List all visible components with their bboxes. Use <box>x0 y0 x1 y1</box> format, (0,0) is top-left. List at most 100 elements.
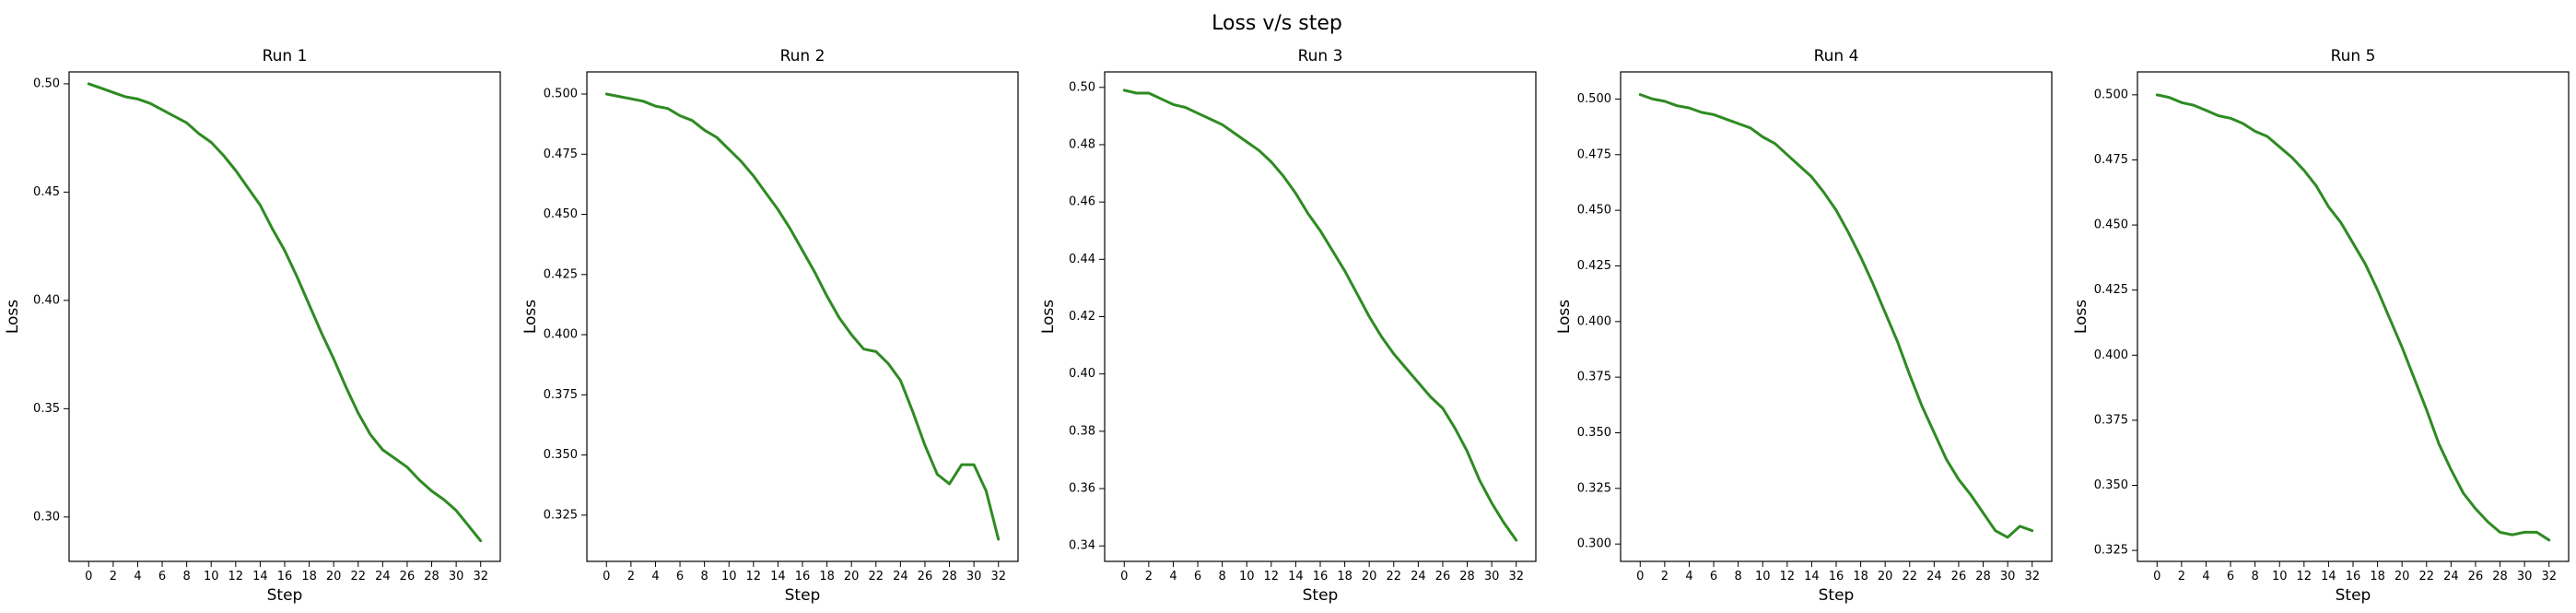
x-tick-label: 4 <box>1169 570 1177 584</box>
x-tick-label: 30 <box>2000 570 2016 584</box>
x-tick-label: 8 <box>700 570 708 584</box>
x-tick-label: 20 <box>326 570 342 584</box>
x-axis-label: Step <box>267 586 303 605</box>
x-axis-label: Step <box>2336 586 2371 605</box>
y-axis-label: Loss <box>4 300 22 334</box>
x-tick-label: 30 <box>449 570 464 584</box>
x-tick-label: 32 <box>990 570 1006 584</box>
x-tick-label: 18 <box>819 570 835 584</box>
y-tick-label: 0.350 <box>1577 426 1611 440</box>
x-tick-label: 14 <box>1288 570 1304 584</box>
x-tick-label: 16 <box>2346 570 2361 584</box>
y-tick-label: 0.475 <box>2094 153 2128 167</box>
y-tick-label: 0.45 <box>33 185 60 199</box>
y-tick-label: 0.350 <box>544 448 578 462</box>
x-tick-label: 32 <box>2024 570 2040 584</box>
x-tick-label: 6 <box>2227 570 2234 584</box>
x-tick-label: 18 <box>301 570 317 584</box>
x-tick-label: 18 <box>2370 570 2385 584</box>
x-axis-label: Step <box>1819 586 1855 605</box>
x-tick-label: 6 <box>1194 570 1201 584</box>
x-tick-label: 6 <box>676 570 684 584</box>
plot-frame <box>1620 71 2053 562</box>
y-tick-label: 0.400 <box>2094 348 2128 362</box>
x-tick-label: 20 <box>844 570 860 584</box>
loss-series-line <box>604 92 1001 541</box>
y-tick-label: 0.38 <box>1069 424 1095 438</box>
y-tick-label: 0.40 <box>1069 367 1095 381</box>
x-tick-label: 0 <box>1120 570 1128 584</box>
x-tick-label: 12 <box>2297 570 2313 584</box>
y-tick-label: 0.48 <box>1069 137 1095 151</box>
x-tick-label: 14 <box>1804 570 1820 584</box>
subplot-run-5: Run 50 2 4 6 8 10 12 14 16 18 20 22 24 26 28 30 320.3250… <box>2072 47 2570 605</box>
x-tick-label: 12 <box>228 570 244 584</box>
subplot-title: Run 2 <box>780 47 825 65</box>
x-tick-label: 16 <box>795 570 811 584</box>
x-tick-label: 2 <box>1661 570 1669 584</box>
plot-frame <box>2137 71 2570 562</box>
x-tick-label: 26 <box>400 570 416 584</box>
subplot-title: Run 3 <box>1298 47 1343 65</box>
x-tick-label: 32 <box>473 570 488 584</box>
y-tick-label: 0.375 <box>2094 413 2128 427</box>
y-tick-label: 0.34 <box>1069 539 1095 553</box>
y-tick-label: 0.400 <box>1577 314 1611 328</box>
y-tick-label: 0.475 <box>1577 147 1611 161</box>
y-tick-label: 0.35 <box>33 402 60 416</box>
y-tick-label: 0.50 <box>33 77 60 90</box>
x-tick-label: 14 <box>770 570 786 584</box>
x-tick-label: 2 <box>110 570 117 584</box>
y-tick-label: 0.500 <box>2094 88 2128 101</box>
x-tick-label: 24 <box>375 570 391 584</box>
x-tick-label: 22 <box>1386 570 1401 584</box>
x-tick-label: 2 <box>627 570 635 584</box>
x-tick-label: 4 <box>2202 570 2209 584</box>
x-tick-label: 10 <box>204 570 219 584</box>
y-tick-label: 0.425 <box>544 267 578 281</box>
y-tick-label: 0.40 <box>33 293 60 307</box>
x-tick-label: 8 <box>1218 570 1225 584</box>
subplot-run-1: Run 10 2 4 6 8 10 12 14 16 18 20 22 24 26 28 30 320.300.… <box>4 47 501 605</box>
y-tick-label: 0.36 <box>1069 482 1095 496</box>
y-tick-label: 0.325 <box>2094 544 2128 558</box>
x-tick-label: 0 <box>603 570 610 584</box>
loss-series-line <box>2155 93 2551 542</box>
loss-series-line <box>1638 93 2034 539</box>
x-tick-label: 22 <box>350 570 366 584</box>
loss-series-line <box>1122 88 1518 542</box>
x-tick-label: 20 <box>1878 570 1893 584</box>
subplot-title: Run 4 <box>1814 47 1859 65</box>
y-axis-label: Loss <box>521 300 540 334</box>
y-tick-label: 0.44 <box>1069 253 1095 266</box>
x-tick-label: 14 <box>252 570 268 584</box>
subplot-run-3: Run 30 2 4 6 8 10 12 14 16 18 20 22 24 26 28 30 320.340.… <box>1039 47 1537 605</box>
x-tick-label: 10 <box>1755 570 1771 584</box>
loss-series-line <box>87 82 483 543</box>
x-tick-label: 32 <box>1508 570 1524 584</box>
subplot-run-2: Run 20 2 4 6 8 10 12 14 16 18 20 22 24 26 28 30 320.3250… <box>521 47 1019 605</box>
x-tick-label: 28 <box>424 570 439 584</box>
x-tick-label: 18 <box>1853 570 1868 584</box>
x-tick-label: 6 <box>1710 570 1717 584</box>
x-tick-label: 16 <box>1313 570 1329 584</box>
x-tick-label: 10 <box>721 570 737 584</box>
x-tick-label: 32 <box>2541 570 2557 584</box>
x-tick-label: 0 <box>85 570 92 584</box>
plot-frame <box>1104 71 1537 562</box>
x-tick-label: 24 <box>893 570 908 584</box>
x-tick-label: 12 <box>746 570 762 584</box>
x-tick-label: 2 <box>2178 570 2185 584</box>
x-tick-label: 28 <box>1459 570 1475 584</box>
x-tick-label: 2 <box>1145 570 1153 584</box>
x-tick-label: 0 <box>1636 570 1644 584</box>
x-tick-label: 6 <box>158 570 166 584</box>
x-axis-label: Step <box>785 586 821 605</box>
subplot-title: Run 5 <box>2331 47 2376 65</box>
y-tick-label: 0.500 <box>1577 92 1611 106</box>
x-tick-label: 28 <box>942 570 957 584</box>
x-tick-label: 12 <box>1264 570 1280 584</box>
x-tick-label: 0 <box>2153 570 2160 584</box>
y-tick-label: 0.450 <box>544 207 578 221</box>
